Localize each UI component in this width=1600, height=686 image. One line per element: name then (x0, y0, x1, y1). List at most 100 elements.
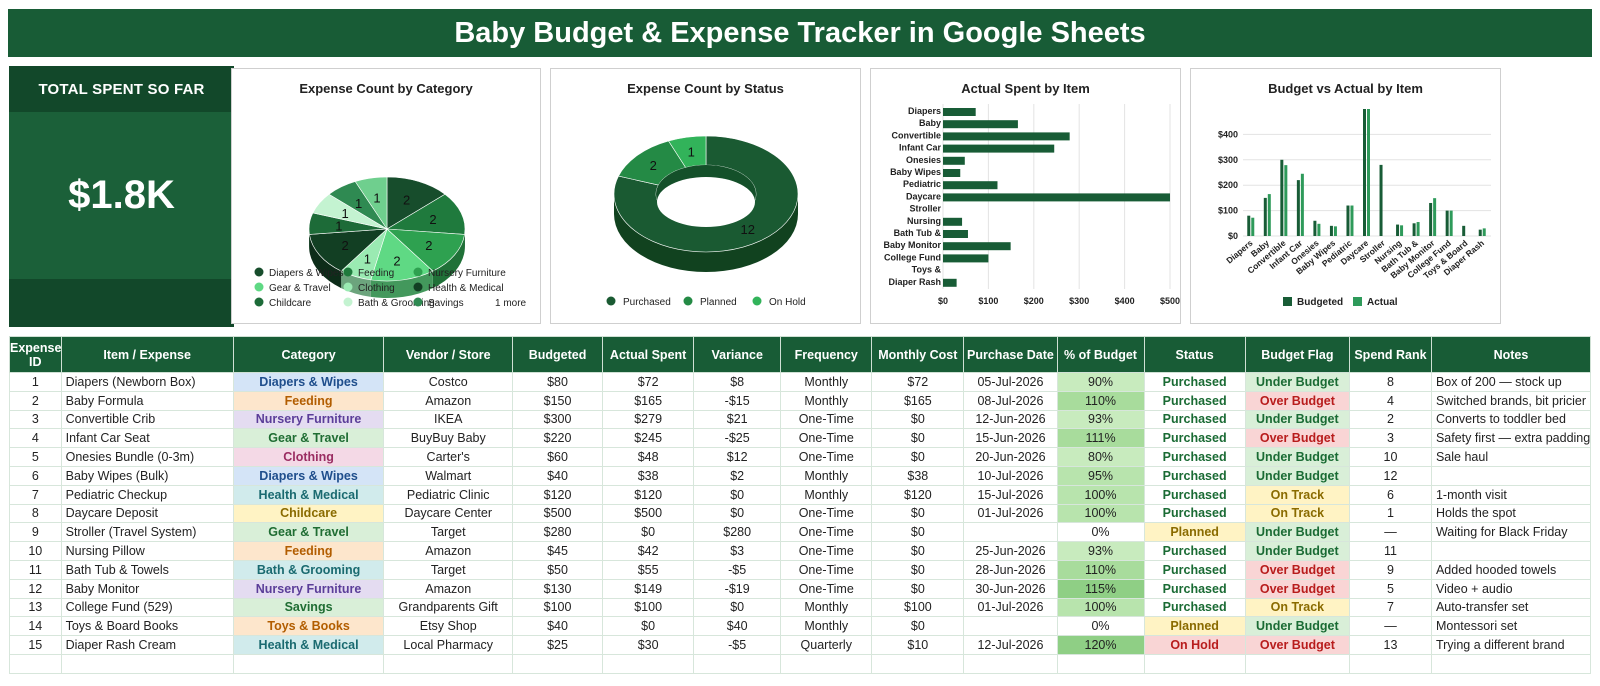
empty-cell[interactable] (1430, 653, 1592, 674)
cell-item-expense[interactable]: Infant Car Seat (60, 428, 234, 449)
cell-spend-rank[interactable]: 1 (1348, 503, 1432, 524)
cell-category[interactable]: Gear & Travel (232, 522, 385, 543)
cell-purchase-date[interactable]: 12-Jun-2026 (963, 409, 1058, 430)
cell--of-budget[interactable]: 115% (1056, 578, 1145, 599)
cell-spend-rank[interactable]: — (1348, 522, 1432, 543)
cell-notes[interactable]: Sale haul (1430, 447, 1592, 467)
cell-expense-id[interactable]: 2 (9, 390, 62, 411)
cell-budgeted[interactable]: $100 (511, 597, 604, 618)
cell-frequency[interactable]: Monthly (780, 616, 873, 637)
cell-status[interactable]: Purchased (1143, 447, 1246, 467)
table-row[interactable]: 10 Nursing Pillow Feeding Amazon $45 $42 $3 One… (9, 541, 1592, 561)
cell-monthly-cost[interactable]: $0 (871, 559, 965, 580)
cell-spend-rank[interactable]: 4 (1348, 390, 1432, 411)
cell-purchase-date[interactable]: 28-Jun-2026 (963, 559, 1058, 580)
cell-category[interactable]: Nursery Furniture (232, 409, 385, 430)
cell-actual-spent[interactable]: $245 (602, 428, 695, 449)
cell-spend-rank[interactable]: 5 (1348, 578, 1432, 599)
table-row[interactable]: 4 Infant Car Seat Gear & Travel BuyBuy Baby… (9, 428, 1592, 449)
cell-frequency[interactable]: Quarterly (780, 635, 873, 655)
cell-budgeted[interactable]: $60 (511, 447, 604, 467)
cell-item-expense[interactable]: Baby Monitor (60, 578, 234, 599)
cell-expense-id[interactable]: 13 (9, 597, 62, 618)
cell-status[interactable]: Purchased (1143, 578, 1246, 599)
cell-spend-rank[interactable]: 13 (1348, 635, 1432, 655)
cell-actual-spent[interactable]: $0 (602, 522, 695, 543)
cell-vendor-store[interactable]: Pediatric Clinic (383, 484, 513, 505)
cell-category[interactable]: Feeding (232, 541, 385, 561)
empty-cell[interactable] (1348, 653, 1432, 674)
column-header-3[interactable]: Vendor / Store (383, 336, 513, 373)
cell-budgeted[interactable]: $150 (511, 390, 604, 411)
cell-category[interactable]: Childcare (232, 503, 385, 524)
cell-spend-rank[interactable]: — (1348, 616, 1432, 637)
column-header-7[interactable]: Frequency (780, 336, 873, 373)
cell--of-budget[interactable]: 120% (1056, 635, 1145, 655)
cell-item-expense[interactable]: Stroller (Travel System) (60, 522, 234, 543)
cell-item-expense[interactable]: Baby Formula (60, 390, 234, 411)
cell-actual-spent[interactable]: $72 (602, 372, 695, 392)
cell-vendor-store[interactable]: Grandparents Gift (383, 597, 513, 618)
cell-spend-rank[interactable]: 11 (1348, 541, 1432, 561)
cell-vendor-store[interactable]: IKEA (383, 409, 513, 430)
cell-variance[interactable]: -$25 (693, 428, 782, 449)
cell-item-expense[interactable]: Bath Tub & Towels (60, 559, 234, 580)
cell-expense-id[interactable]: 4 (9, 428, 62, 449)
cell-vendor-store[interactable]: Target (383, 522, 513, 543)
cell-spend-rank[interactable]: 10 (1348, 447, 1432, 467)
empty-cell[interactable] (232, 653, 385, 674)
column-header-6[interactable]: Variance (693, 336, 782, 373)
cell-category[interactable]: Bath & Grooming (232, 559, 385, 580)
cell-notes[interactable]: Converts to toddler bed (1430, 409, 1592, 430)
cell-variance[interactable]: $3 (693, 541, 782, 561)
cell--of-budget[interactable]: 110% (1056, 559, 1145, 580)
cell-purchase-date[interactable]: 05-Jul-2026 (963, 372, 1058, 392)
cell-variance[interactable]: -$19 (693, 578, 782, 599)
table-row[interactable]: 13 College Fund (529) Savings Grandparents … (9, 597, 1592, 618)
cell-expense-id[interactable]: 5 (9, 447, 62, 467)
cell-status[interactable]: Purchased (1143, 409, 1246, 430)
empty-cell[interactable] (780, 653, 873, 674)
cell-frequency[interactable]: One-Time (780, 522, 873, 543)
cell-expense-id[interactable]: 3 (9, 409, 62, 430)
cell-monthly-cost[interactable]: $0 (871, 522, 965, 543)
status-chart-card[interactable]: Expense Count by Status 12 2 1 Purchased Pla… (550, 68, 861, 324)
cell-expense-id[interactable]: 12 (9, 578, 62, 599)
cell-item-expense[interactable]: Diaper Rash Cream (60, 635, 234, 655)
cell-budgeted[interactable]: $25 (511, 635, 604, 655)
cell-variance[interactable]: $8 (693, 372, 782, 392)
column-header-5[interactable]: Actual Spent (602, 336, 695, 373)
column-header-9[interactable]: Purchase Date (963, 336, 1058, 373)
cell--of-budget[interactable]: 0% (1056, 522, 1145, 543)
cell-category[interactable]: Toys & Books (232, 616, 385, 637)
cell-frequency[interactable]: Monthly (780, 465, 873, 486)
cell-category[interactable]: Feeding (232, 390, 385, 411)
cell-variance[interactable]: $40 (693, 616, 782, 637)
cell-budget-flag[interactable]: Under Budget (1244, 372, 1350, 392)
cell-budget-flag[interactable]: Under Budget (1244, 541, 1350, 561)
cell-notes[interactable]: Box of 200 — stock up (1430, 372, 1592, 392)
cell-status[interactable]: Purchased (1143, 372, 1246, 392)
cell-variance[interactable]: $0 (693, 503, 782, 524)
empty-cell[interactable] (1056, 653, 1145, 674)
cell-item-expense[interactable]: Onesies Bundle (0-3m) (60, 447, 234, 467)
column-header-4[interactable]: Budgeted (511, 336, 604, 373)
cell-vendor-store[interactable]: BuyBuy Baby (383, 428, 513, 449)
cell-monthly-cost[interactable]: $120 (871, 484, 965, 505)
cell-purchase-date[interactable]: 10-Jul-2026 (963, 465, 1058, 486)
cell-actual-spent[interactable]: $30 (602, 635, 695, 655)
cell-actual-spent[interactable]: $38 (602, 465, 695, 486)
table-row[interactable]: 7 Pediatric Checkup Health & Medical Pediat… (9, 484, 1592, 505)
cell-vendor-store[interactable]: Target (383, 559, 513, 580)
cell-vendor-store[interactable]: Daycare Center (383, 503, 513, 524)
cell-notes[interactable]: Safety first — extra padding (1430, 428, 1592, 449)
cell-actual-spent[interactable]: $55 (602, 559, 695, 580)
cell-expense-id[interactable]: 8 (9, 503, 62, 524)
cell-frequency[interactable]: Monthly (780, 372, 873, 392)
table-row[interactable]: 9 Stroller (Travel System) Gear & Travel Ta… (9, 522, 1592, 543)
cell-item-expense[interactable]: College Fund (529) (60, 597, 234, 618)
cell-monthly-cost[interactable]: $0 (871, 578, 965, 599)
cell-monthly-cost[interactable]: $0 (871, 503, 965, 524)
column-header-1[interactable]: Item / Expense (60, 336, 234, 373)
cell-notes[interactable]: 1-month visit (1430, 484, 1592, 505)
